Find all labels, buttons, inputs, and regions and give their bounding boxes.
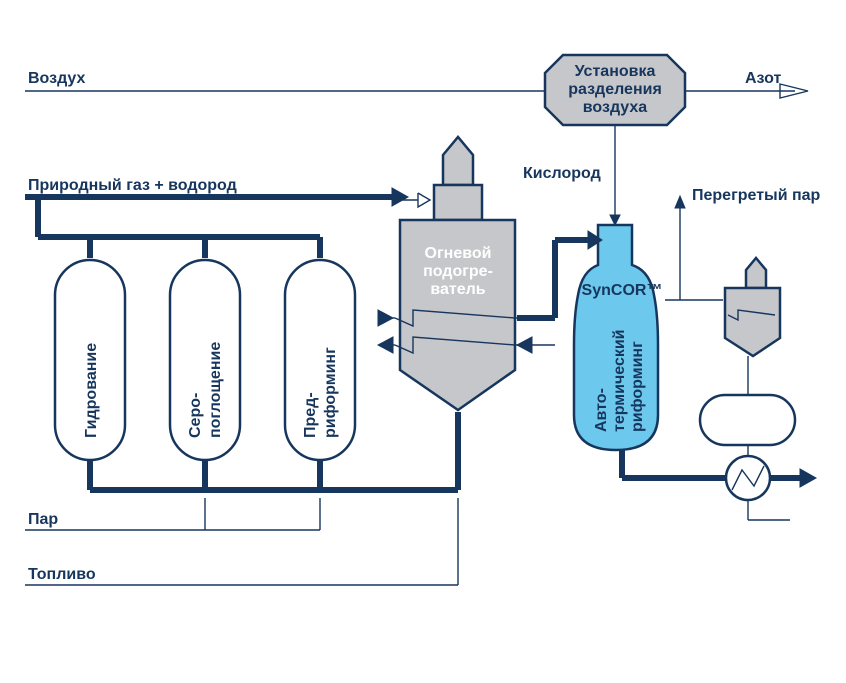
oxygen-arrow [610, 215, 620, 225]
natgas-arrow [392, 188, 408, 206]
heater-l2: подогре- [423, 263, 493, 280]
steam-arrow [675, 196, 685, 208]
supersteam-l1: Перегретый пар [692, 187, 821, 204]
sulfur-l1: Серо- [187, 393, 204, 438]
drum [700, 395, 795, 445]
natgas-label: Природный газ + водород [28, 177, 237, 194]
nitrogen-label: Азот [745, 70, 781, 87]
steam-label: Пар [28, 511, 58, 528]
sulfur-vessel [170, 260, 240, 460]
process-diagram: Воздух Азот Установка разделения воздуха… [0, 0, 846, 683]
heater-l1: Огневой [425, 245, 492, 262]
atr-l2: термический [611, 329, 628, 432]
air-label: Воздух [28, 70, 86, 87]
syncor-label: SynCOR™ [582, 282, 663, 299]
hydro-label: Гидрование [83, 343, 100, 438]
sulfur-l2: поглощение [207, 342, 224, 438]
asu-l2: разделения [568, 81, 662, 98]
fuel-label: Топливо [28, 566, 96, 583]
preref-l1: Пред- [302, 392, 319, 438]
heater-l3: ватель [430, 281, 485, 298]
product-arrow [800, 469, 816, 487]
preref-l2: риформинг [322, 347, 339, 438]
atr-l1: Авто- [593, 388, 610, 432]
oxygen-label: Кислород [523, 165, 601, 182]
mini-heater [725, 258, 780, 356]
preref-vessel [285, 260, 355, 460]
atr-l3: риформинг [629, 341, 646, 432]
asu-l1: Установка [575, 63, 656, 80]
asu-l3: воздуха [583, 99, 647, 116]
